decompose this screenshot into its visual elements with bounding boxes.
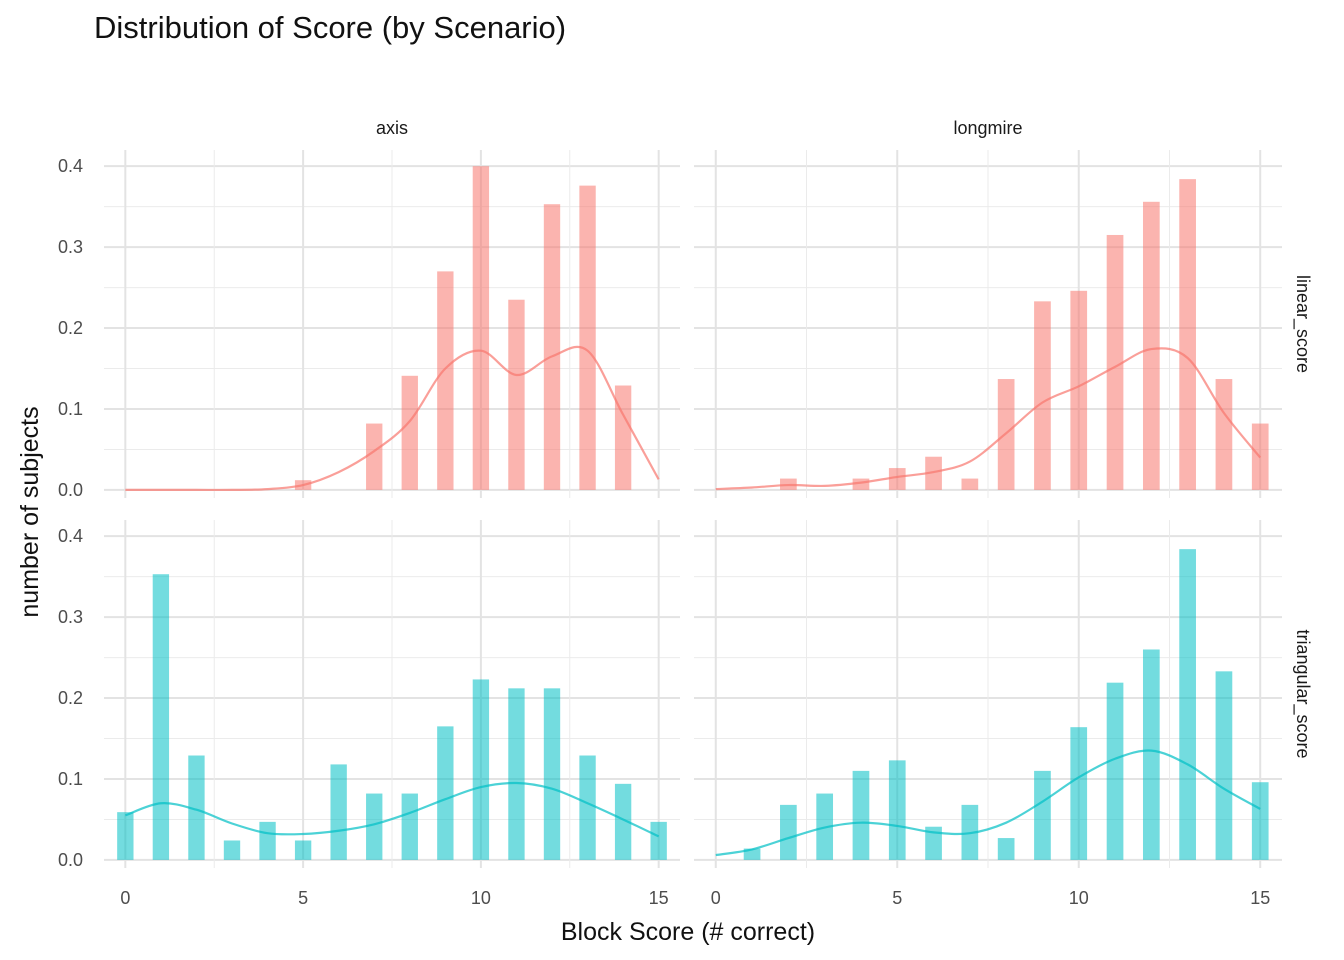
density-curve bbox=[715, 749, 1261, 857]
y-tick-label: 0.4 bbox=[58, 156, 83, 176]
x-tick-label: 15 bbox=[649, 888, 669, 908]
histogram-bar bbox=[437, 726, 454, 860]
histogram-bar bbox=[1179, 549, 1196, 860]
facet-strip-row: linear_score bbox=[1292, 275, 1313, 373]
histogram-bar bbox=[614, 783, 632, 860]
histogram-bar bbox=[925, 456, 942, 490]
histogram-bar bbox=[543, 204, 561, 490]
histogram-bar bbox=[1179, 179, 1196, 490]
histogram-bar bbox=[401, 793, 418, 860]
x-tick-label: 10 bbox=[1069, 888, 1089, 908]
y-tick-label: 0.3 bbox=[58, 607, 83, 627]
histogram-bar bbox=[437, 271, 454, 490]
density-curve bbox=[125, 345, 660, 492]
histogram-bar bbox=[543, 688, 561, 860]
histogram-bar bbox=[1034, 770, 1051, 860]
facet-strip-row: triangular_score bbox=[1292, 629, 1313, 758]
x-tick-label: 5 bbox=[298, 888, 308, 908]
histogram-bar bbox=[888, 760, 906, 860]
y-axis-title: number of subjects bbox=[16, 406, 44, 617]
histogram-bar bbox=[579, 755, 596, 860]
histogram-bar bbox=[508, 688, 525, 860]
histogram-bar bbox=[614, 385, 632, 490]
y-tick-label: 0.4 bbox=[58, 526, 83, 546]
histogram-bar bbox=[743, 848, 761, 860]
histogram-bar bbox=[223, 840, 241, 860]
histogram-bar bbox=[1142, 649, 1160, 860]
facet-strip-col: longmire bbox=[953, 118, 1022, 138]
histogram-bar bbox=[1034, 301, 1051, 490]
y-tick-label: 0.1 bbox=[58, 399, 83, 419]
histogram-bar bbox=[997, 838, 1015, 860]
histogram-bar bbox=[1142, 201, 1160, 490]
histogram-bar bbox=[330, 764, 347, 860]
histogram-bar bbox=[925, 826, 942, 860]
histogram-bar bbox=[1106, 682, 1124, 860]
histogram-bar bbox=[961, 478, 979, 490]
x-axis-title: Block Score (# correct) bbox=[561, 918, 815, 946]
histogram-bar bbox=[1070, 290, 1088, 490]
histogram-bar bbox=[188, 755, 205, 860]
y-tick-label: 0.0 bbox=[58, 850, 83, 870]
x-tick-label: 0 bbox=[120, 888, 130, 908]
histogram-bar bbox=[1215, 671, 1233, 860]
histogram-bar bbox=[401, 375, 418, 490]
x-tick-label: 10 bbox=[471, 888, 491, 908]
histogram-bar bbox=[780, 804, 797, 860]
y-tick-label: 0.2 bbox=[58, 318, 83, 338]
y-tick-label: 0.0 bbox=[58, 480, 83, 500]
histogram-bar bbox=[508, 299, 525, 490]
histogram-bar bbox=[294, 840, 312, 860]
histogram-bar bbox=[259, 821, 276, 860]
histogram-bar bbox=[366, 793, 383, 860]
histogram-bar bbox=[1070, 727, 1088, 860]
histogram-bar bbox=[152, 574, 170, 860]
histogram-bar bbox=[852, 478, 870, 490]
histogram-bar bbox=[579, 185, 596, 490]
histogram-bar bbox=[1251, 782, 1269, 860]
density-curve bbox=[715, 347, 1262, 491]
histogram-bar bbox=[852, 770, 870, 860]
y-tick-label: 0.1 bbox=[58, 769, 83, 789]
histogram-bar bbox=[1215, 379, 1233, 490]
x-tick-label: 5 bbox=[892, 888, 902, 908]
histogram-bar bbox=[366, 423, 383, 490]
facet-strip-col: axis bbox=[376, 118, 408, 138]
histogram-bar bbox=[1106, 234, 1124, 490]
histogram-bar bbox=[888, 468, 906, 490]
histogram-bar bbox=[650, 821, 667, 860]
histogram-bar bbox=[472, 166, 490, 490]
density-curve bbox=[124, 781, 660, 838]
chart-title: Distribution of Score (by Scenario) bbox=[94, 10, 567, 45]
histogram-bar bbox=[117, 812, 134, 860]
x-tick-label: 15 bbox=[1250, 888, 1270, 908]
y-tick-label: 0.3 bbox=[58, 237, 83, 257]
y-tick-label: 0.2 bbox=[58, 688, 83, 708]
histogram-bar bbox=[472, 679, 490, 860]
x-tick-label: 0 bbox=[711, 888, 721, 908]
